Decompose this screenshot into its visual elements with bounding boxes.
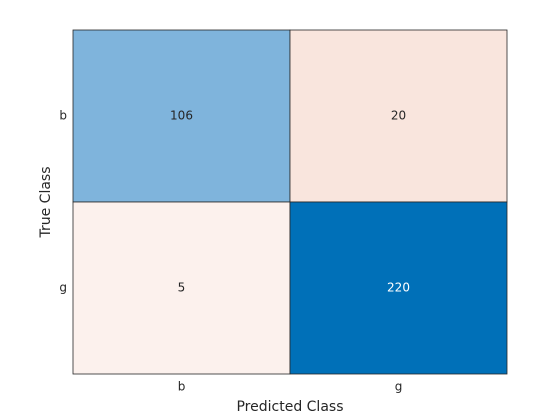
x-axis-label: Predicted Class (236, 399, 343, 415)
y-tick-label: g (59, 281, 67, 295)
x-tick-label: g (395, 380, 403, 394)
cell (72, 201, 291, 375)
cell (289, 29, 508, 203)
y-tick-label: b (59, 109, 67, 123)
cell (289, 201, 508, 375)
cell (72, 29, 291, 203)
x-tick-label: b (178, 380, 186, 394)
y-axis-label: True Class (38, 166, 54, 238)
cell-value: 20 (391, 109, 406, 123)
cell-value: 220 (387, 281, 410, 295)
cell-value: 5 (178, 281, 186, 295)
cell-value: 106 (170, 109, 193, 123)
